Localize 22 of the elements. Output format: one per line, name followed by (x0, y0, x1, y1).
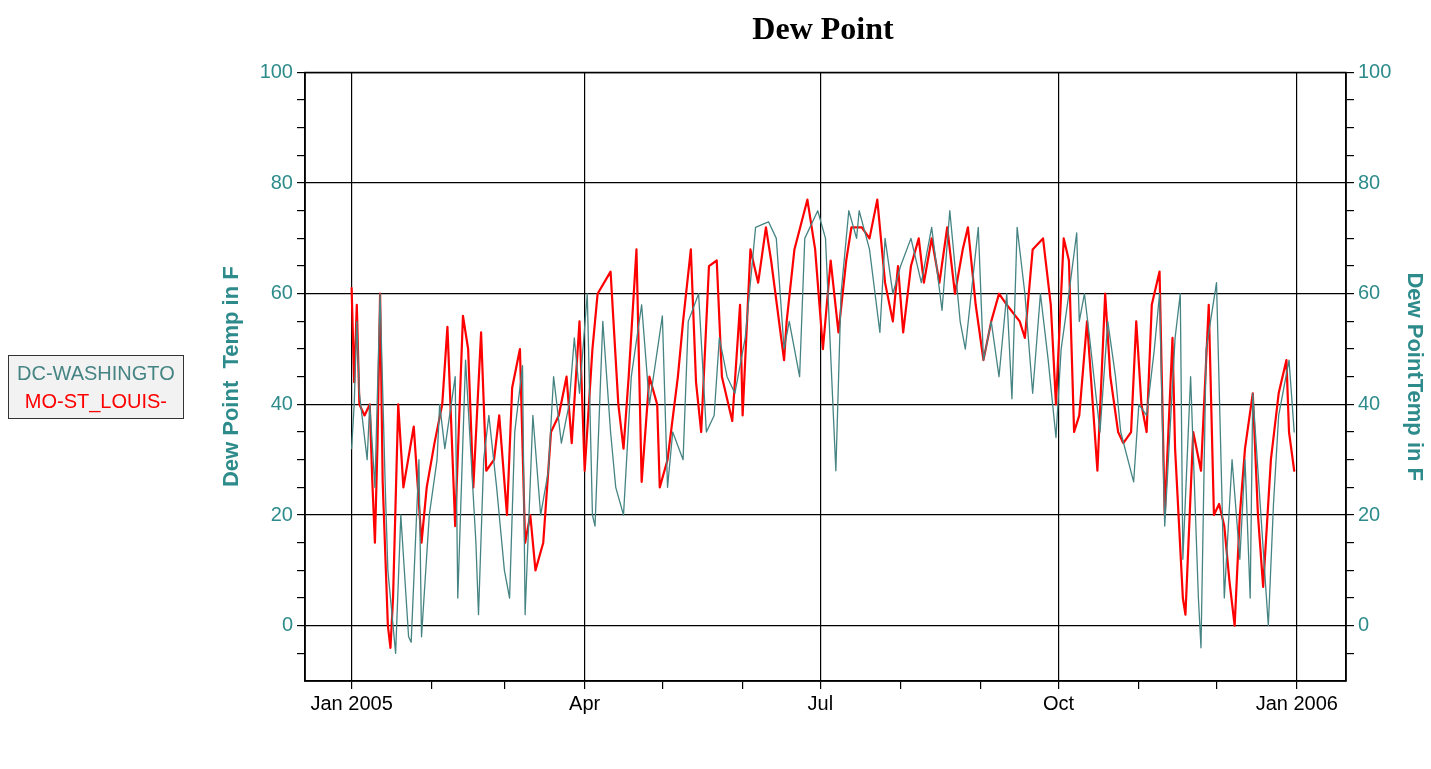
y2-tick-label: 80 (1358, 170, 1381, 193)
x-tick-label: Jul (807, 691, 834, 714)
x-tick-label: Apr (569, 691, 601, 714)
y2-tick-label: 40 (1358, 391, 1381, 414)
x-tick-label: Jan 2006 (1255, 691, 1338, 714)
chart-title: Dew Point (752, 10, 894, 47)
y2-tick-label: 60 (1358, 281, 1381, 304)
y-tick-label: 100 (259, 59, 293, 82)
y2-tick-label: 20 (1358, 502, 1381, 525)
y-tick-label: 0 (281, 613, 293, 636)
text: DC-WASHINGTO (17, 361, 175, 386)
y-tick-label: 20 (270, 502, 293, 525)
x-tick-label: Oct (1043, 691, 1075, 714)
text: MO-ST_LOUIS- (23, 389, 168, 415)
y2-tick-label: 100 (1358, 59, 1392, 82)
y2-tick-label: 0 (1358, 613, 1370, 636)
x-tick-label: Jan 2005 (310, 691, 393, 714)
y2-axis-title: Dew PointTemp in F (1402, 272, 1428, 481)
y-tick-label: 80 (270, 170, 293, 193)
y-tick-label: 40 (270, 391, 293, 414)
y-tick-label: 60 (270, 281, 293, 304)
y-axis-title: Dew Point Temp in F (218, 266, 244, 488)
